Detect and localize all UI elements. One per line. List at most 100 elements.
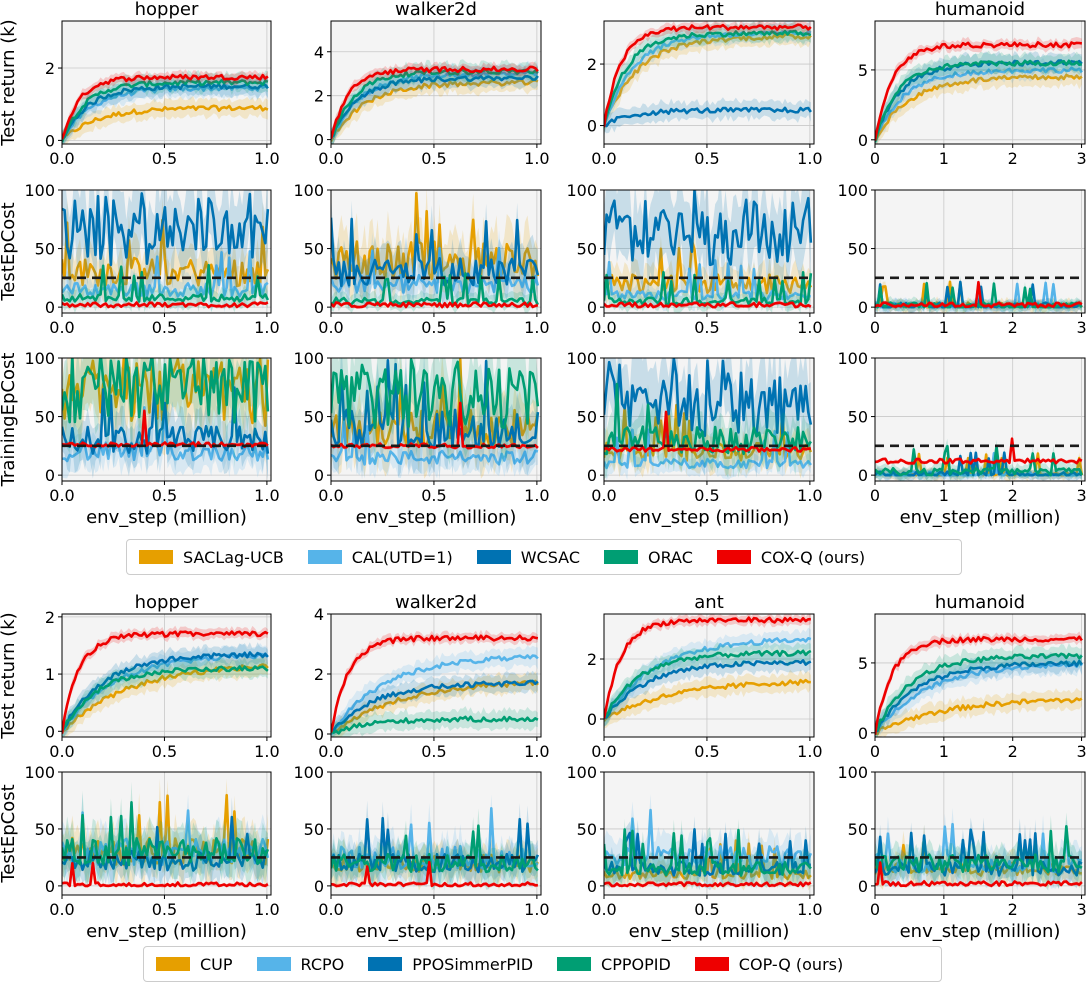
x-tick-label: 0.5	[152, 900, 177, 919]
series-line	[331, 679, 539, 734]
x-tick-label: 0	[870, 486, 880, 505]
x-axis-label: env_step (million)	[356, 507, 517, 528]
x-tick-label: 1.0	[797, 318, 822, 337]
series-group	[875, 275, 1085, 313]
y-tick-label: 5	[858, 654, 868, 673]
x-tick-label: 3	[1076, 318, 1086, 337]
y-tick-label: 0	[45, 298, 55, 317]
series-line	[604, 678, 811, 722]
panel: 0.0 0.5 1.0 0 2 hopper Test return (k)	[0, 0, 280, 168]
y-tick-label: 100	[566, 763, 597, 782]
legend-label: SACLag-UCB	[183, 547, 284, 567]
x-tick-label: 0.0	[591, 318, 616, 337]
x-tick-label: 1	[939, 742, 949, 761]
x-tick-label: 1.0	[797, 486, 822, 505]
x-tick-label: 2	[1008, 900, 1018, 919]
y-tick-label: 2	[587, 55, 597, 74]
y-tick-label: 4	[314, 43, 324, 62]
x-tick-label: 0.5	[421, 900, 446, 919]
series-line	[331, 824, 539, 874]
series-group	[875, 437, 1085, 481]
panel: 0.0 0.5 1.0 0 50 100 env_step (million) Trainin…	[0, 349, 280, 528]
axes-frame	[874, 357, 1086, 482]
series-line	[331, 65, 539, 140]
legend-entry: COX-Q (ours)	[716, 548, 865, 567]
x-tick-label: 1.0	[797, 149, 822, 168]
x-tick-label: 1	[939, 318, 949, 337]
x-tick-label: 1.0	[254, 486, 279, 505]
panel: 0.0 0.5 1.0 0 50 100 TestEpCost	[0, 181, 280, 337]
y-tick-label: 2	[314, 665, 324, 684]
legend-entry: CAL(UTD=1)	[307, 548, 453, 567]
series-band	[875, 50, 1082, 144]
series-band	[331, 629, 538, 737]
legend-bottom: CUP RCPO PPOSimmerPID CPPOPID COP-Q (our…	[143, 946, 942, 982]
series-group	[875, 807, 1085, 891]
series-band	[875, 812, 1082, 891]
y-tick-label: 100	[837, 763, 868, 782]
x-tick-label: 0.0	[318, 900, 343, 919]
panel: 0.0 0.5 1.0 0 50 100	[293, 181, 549, 337]
y-tick-label: 0	[45, 466, 55, 485]
x-tick-label: 1.0	[797, 742, 822, 761]
y-axis-label: Test return (k)	[0, 19, 19, 146]
y-tick-label: 50	[848, 240, 868, 259]
series-line	[875, 41, 1083, 141]
series-line	[331, 715, 539, 735]
legend-label: COP-Q (ours)	[738, 954, 844, 974]
y-tick-label: 50	[35, 408, 55, 427]
legend-entry: COP-Q (ours)	[694, 954, 844, 974]
series-group	[331, 59, 539, 144]
x-tick-label: 1.0	[524, 900, 549, 919]
series-group	[875, 631, 1083, 737]
x-tick-label: 0.0	[591, 149, 616, 168]
panel: 0 1 2 3 0 50 100	[837, 181, 1086, 337]
series-band	[331, 65, 538, 144]
series-band	[331, 60, 538, 144]
panel: 0.0 0.5 1.0 0 2 ant	[587, 592, 823, 761]
y-tick-label: 1	[45, 665, 55, 684]
series-band	[331, 61, 538, 144]
series-group	[331, 190, 541, 313]
y-tick-label: 100	[24, 349, 55, 368]
legend-label: PPOSimmerPID	[412, 954, 534, 974]
legend-entry: SACLag-UCB	[139, 548, 284, 567]
x-tick-label: 1.0	[524, 486, 549, 505]
x-tick-label: 0.0	[49, 486, 74, 505]
x-tick-label: 1	[939, 149, 949, 168]
series-line	[331, 358, 540, 430]
series-group	[62, 69, 269, 144]
x-tick-label: 1.0	[254, 900, 279, 919]
y-tick-label: 0	[314, 877, 324, 896]
series-line	[875, 635, 1083, 735]
series-band	[875, 817, 1082, 889]
series-band	[62, 75, 268, 144]
legend-label: WCSAC	[520, 547, 580, 567]
y-tick-label: 0	[858, 298, 868, 317]
y-tick-label: 0	[858, 466, 868, 485]
x-axis-label: env_step (million)	[86, 507, 247, 528]
panel-title: ant	[694, 0, 724, 20]
series-line	[875, 451, 1083, 477]
x-tick-label: 0.5	[152, 486, 177, 505]
series-line	[62, 79, 269, 143]
axes-frame	[603, 613, 815, 738]
panel: 0.0 0.5 1.0 0 50 100 env_step (million)	[566, 763, 822, 942]
plot-area	[331, 614, 541, 737]
series-line	[604, 301, 812, 309]
series-line	[62, 192, 270, 267]
y-tick-label: 50	[848, 820, 868, 839]
legend-label: ORAC	[647, 547, 693, 567]
x-tick-label: 1.0	[254, 742, 279, 761]
series-line	[875, 444, 1084, 477]
series-line	[604, 649, 812, 719]
series-band	[62, 860, 268, 889]
series-group	[604, 614, 812, 729]
x-tick-label: 3	[1076, 149, 1086, 168]
series-line	[62, 800, 270, 867]
y-tick-label: 50	[35, 820, 55, 839]
y-tick-label: 100	[293, 763, 324, 782]
axes-frame	[874, 771, 1086, 896]
y-tick-label: 100	[293, 349, 324, 368]
series-line	[331, 78, 539, 142]
